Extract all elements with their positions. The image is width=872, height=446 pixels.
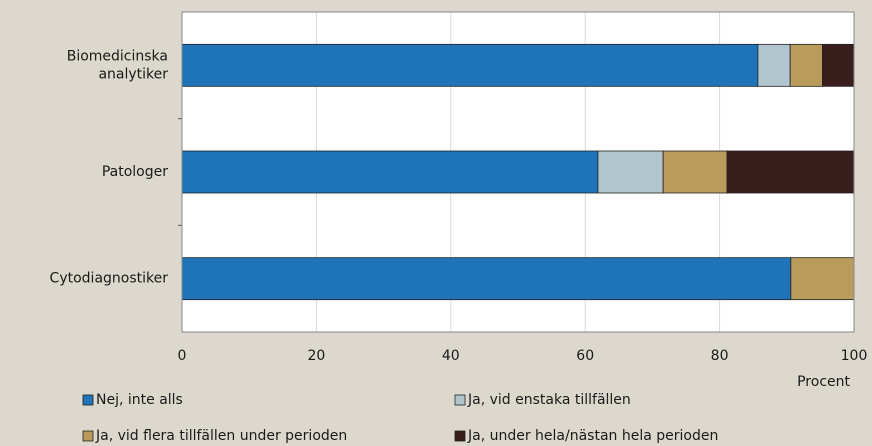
x-tick-label: 60: [576, 348, 594, 364]
bar-segment: [757, 43, 791, 87]
legend-swatch: [82, 430, 94, 442]
bar-segment: [789, 43, 823, 87]
legend-label: Ja, vid flera tillfällen under perioden: [95, 428, 347, 444]
legend-label: Nej, inte alls: [96, 392, 183, 408]
legend-swatch: [454, 430, 466, 442]
x-tick-label: 40: [442, 348, 460, 364]
x-axis-label: Procent: [797, 374, 850, 390]
legend-label: Ja, vid enstaka tillfällen: [467, 392, 631, 408]
bar-segment: [181, 43, 759, 87]
bar-segment: [822, 43, 855, 87]
bar-segment: [662, 150, 728, 194]
plot-frame: [181, 11, 855, 333]
bar-segment: [181, 257, 792, 301]
legend-swatch: [82, 394, 94, 406]
y-tick-label: Biomedicinska analytiker: [67, 48, 169, 82]
legend-swatch: [454, 394, 466, 406]
x-tick-label: 20: [307, 348, 325, 364]
legend-label: Ja, under hela/nästan hela perioden: [467, 428, 718, 444]
y-tick-label: Cytodiagnostiker: [50, 271, 169, 287]
x-tick-label: 0: [178, 348, 187, 364]
y-tick-label-line: Biomedicinska: [67, 48, 168, 64]
bar-segment: [181, 150, 599, 194]
bar-segment: [597, 150, 664, 194]
y-tick-label-line: analytiker: [98, 66, 168, 82]
x-tick-label: 100: [841, 348, 868, 364]
bar-segment: [726, 150, 855, 194]
x-tick-label: 80: [711, 348, 729, 364]
y-tick-label: Patologer: [102, 164, 168, 180]
bar-segment: [790, 257, 855, 301]
